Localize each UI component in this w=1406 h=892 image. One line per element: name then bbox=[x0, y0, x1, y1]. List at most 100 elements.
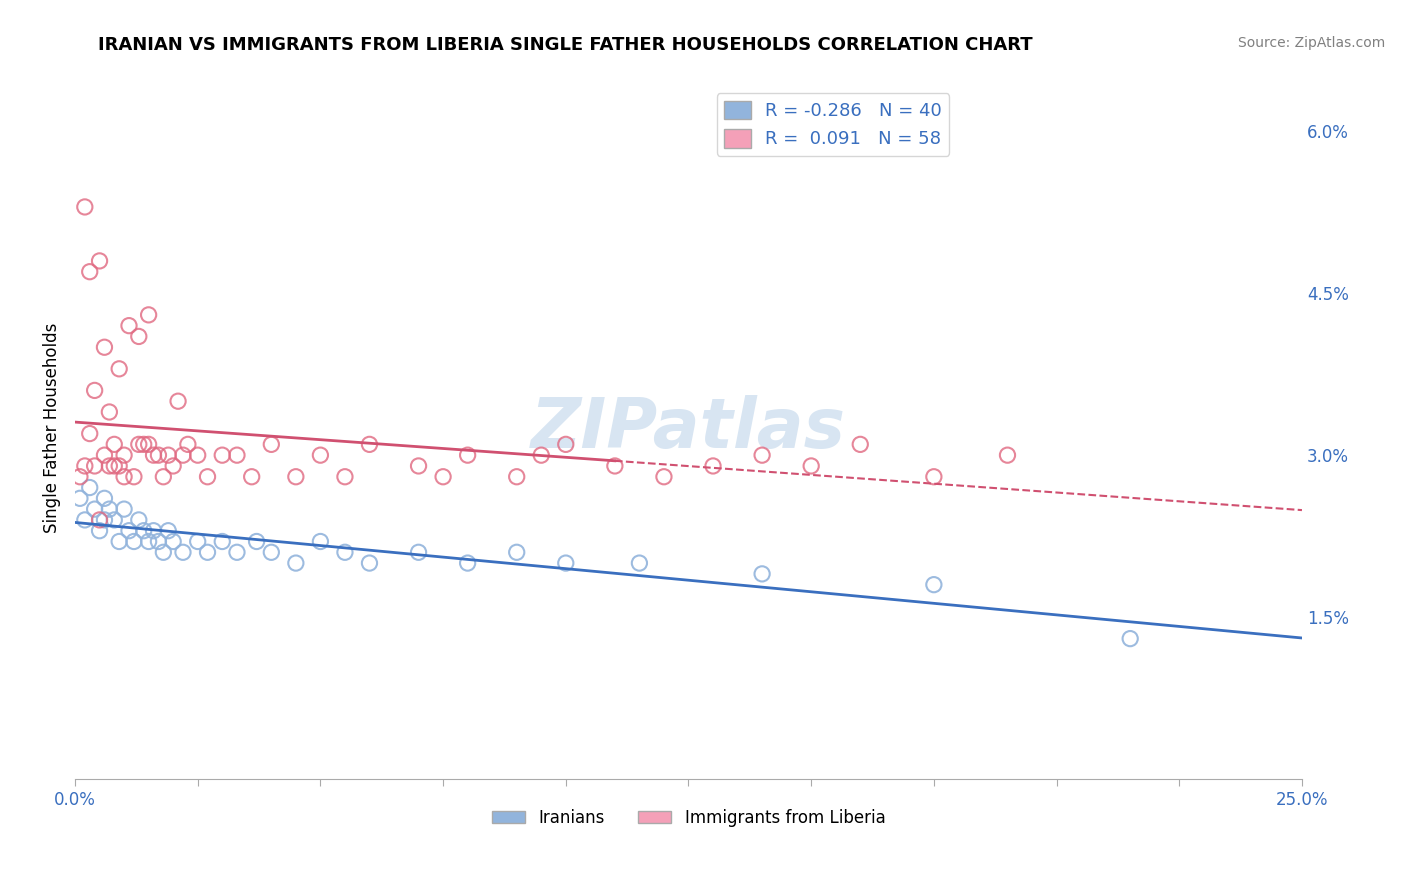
Text: IRANIAN VS IMMIGRANTS FROM LIBERIA SINGLE FATHER HOUSEHOLDS CORRELATION CHART: IRANIAN VS IMMIGRANTS FROM LIBERIA SINGL… bbox=[98, 36, 1033, 54]
Point bbox=[284, 469, 307, 483]
Point bbox=[157, 448, 180, 462]
Point bbox=[162, 534, 184, 549]
Point bbox=[162, 458, 184, 473]
Point bbox=[333, 545, 356, 559]
Point bbox=[73, 513, 96, 527]
Point bbox=[197, 545, 219, 559]
Point bbox=[849, 437, 872, 451]
Point bbox=[128, 437, 150, 451]
Point bbox=[226, 448, 249, 462]
Point bbox=[702, 458, 724, 473]
Point bbox=[98, 405, 121, 419]
Point bbox=[93, 513, 115, 527]
Point bbox=[89, 253, 111, 268]
Point bbox=[112, 448, 135, 462]
Point bbox=[98, 502, 121, 516]
Point bbox=[187, 448, 209, 462]
Legend: Iranians, Immigrants from Liberia: Iranians, Immigrants from Liberia bbox=[485, 803, 891, 834]
Point bbox=[408, 458, 430, 473]
Point bbox=[284, 556, 307, 570]
Point bbox=[530, 448, 553, 462]
Point bbox=[432, 469, 454, 483]
Point bbox=[122, 469, 145, 483]
Point bbox=[132, 524, 155, 538]
Point bbox=[197, 469, 219, 483]
Point bbox=[997, 448, 1019, 462]
Point bbox=[177, 437, 200, 451]
Point bbox=[98, 458, 121, 473]
Point bbox=[132, 437, 155, 451]
Point bbox=[93, 340, 115, 354]
Point bbox=[1119, 632, 1142, 646]
Point bbox=[148, 534, 170, 549]
Point bbox=[506, 469, 529, 483]
Point bbox=[108, 458, 131, 473]
Point bbox=[359, 437, 381, 451]
Point bbox=[211, 448, 233, 462]
Point bbox=[112, 502, 135, 516]
Point bbox=[73, 200, 96, 214]
Point bbox=[122, 534, 145, 549]
Point bbox=[83, 502, 105, 516]
Point bbox=[260, 437, 283, 451]
Point bbox=[457, 556, 479, 570]
Point bbox=[152, 545, 174, 559]
Text: Source: ZipAtlas.com: Source: ZipAtlas.com bbox=[1237, 36, 1385, 50]
Point bbox=[506, 545, 529, 559]
Point bbox=[554, 437, 576, 451]
Point bbox=[211, 534, 233, 549]
Point bbox=[128, 329, 150, 343]
Point bbox=[142, 524, 165, 538]
Point bbox=[309, 448, 332, 462]
Point bbox=[260, 545, 283, 559]
Point bbox=[69, 469, 91, 483]
Point bbox=[751, 566, 773, 581]
Point bbox=[118, 524, 141, 538]
Point bbox=[333, 469, 356, 483]
Point bbox=[751, 448, 773, 462]
Point bbox=[138, 437, 160, 451]
Point bbox=[138, 308, 160, 322]
Point bbox=[148, 448, 170, 462]
Point bbox=[128, 513, 150, 527]
Point bbox=[108, 534, 131, 549]
Point bbox=[922, 469, 945, 483]
Point bbox=[152, 469, 174, 483]
Point bbox=[240, 469, 263, 483]
Point bbox=[83, 458, 105, 473]
Point bbox=[69, 491, 91, 506]
Point bbox=[112, 469, 135, 483]
Point bbox=[359, 556, 381, 570]
Point bbox=[118, 318, 141, 333]
Point bbox=[79, 265, 101, 279]
Point bbox=[89, 524, 111, 538]
Point bbox=[89, 513, 111, 527]
Point bbox=[226, 545, 249, 559]
Point bbox=[167, 394, 190, 409]
Point bbox=[138, 534, 160, 549]
Point bbox=[408, 545, 430, 559]
Point bbox=[457, 448, 479, 462]
Point bbox=[103, 513, 125, 527]
Point bbox=[103, 458, 125, 473]
Point bbox=[93, 448, 115, 462]
Point bbox=[246, 534, 269, 549]
Point bbox=[800, 458, 823, 473]
Point bbox=[652, 469, 675, 483]
Point bbox=[83, 384, 105, 398]
Point bbox=[157, 524, 180, 538]
Point bbox=[93, 491, 115, 506]
Point bbox=[603, 458, 626, 473]
Point bbox=[172, 545, 194, 559]
Y-axis label: Single Father Households: Single Father Households bbox=[44, 323, 60, 533]
Point bbox=[187, 534, 209, 549]
Point bbox=[79, 481, 101, 495]
Text: ZIPatlas: ZIPatlas bbox=[531, 394, 846, 462]
Point bbox=[108, 361, 131, 376]
Point bbox=[172, 448, 194, 462]
Point bbox=[628, 556, 651, 570]
Point bbox=[73, 458, 96, 473]
Point bbox=[103, 437, 125, 451]
Point bbox=[554, 556, 576, 570]
Point bbox=[922, 577, 945, 591]
